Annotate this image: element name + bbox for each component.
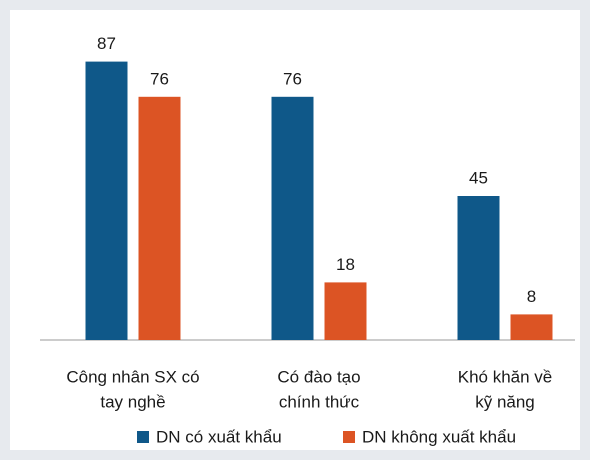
x-tick-label: kỹ năng bbox=[475, 392, 535, 411]
data-label: 45 bbox=[469, 168, 488, 187]
x-tick-label: Có đào tạo bbox=[277, 367, 360, 386]
data-label: 87 bbox=[97, 34, 116, 53]
legend-swatch bbox=[137, 431, 149, 443]
bar bbox=[85, 61, 128, 340]
data-label: 18 bbox=[336, 255, 355, 274]
x-tick-label: tay nghề bbox=[100, 392, 165, 411]
data-label: 76 bbox=[150, 69, 169, 88]
legend-label: DN không xuất khẩu bbox=[362, 427, 516, 446]
data-label: 8 bbox=[527, 287, 536, 306]
bar bbox=[138, 96, 181, 340]
legend-swatch bbox=[343, 431, 355, 443]
bar bbox=[510, 314, 553, 340]
x-tick-label: chính thức bbox=[279, 392, 360, 411]
x-tick-label: Khó khăn về bbox=[458, 367, 553, 386]
legend-label: DN có xuất khẩu bbox=[156, 427, 282, 446]
x-tick-label: Công nhân SX có bbox=[66, 367, 199, 386]
bar bbox=[457, 196, 500, 340]
bar bbox=[324, 282, 367, 340]
data-label: 76 bbox=[283, 69, 302, 88]
bar bbox=[271, 96, 314, 340]
